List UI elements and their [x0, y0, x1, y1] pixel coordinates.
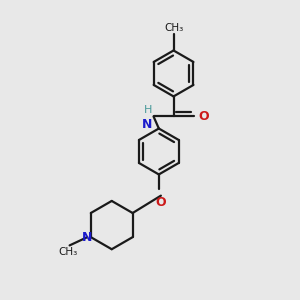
Text: H: H [144, 105, 152, 115]
Text: O: O [156, 196, 166, 208]
Text: CH₃: CH₃ [164, 23, 183, 33]
Text: CH₃: CH₃ [58, 247, 78, 257]
Text: N: N [142, 118, 152, 131]
Text: O: O [198, 110, 208, 123]
Text: N: N [82, 231, 92, 244]
